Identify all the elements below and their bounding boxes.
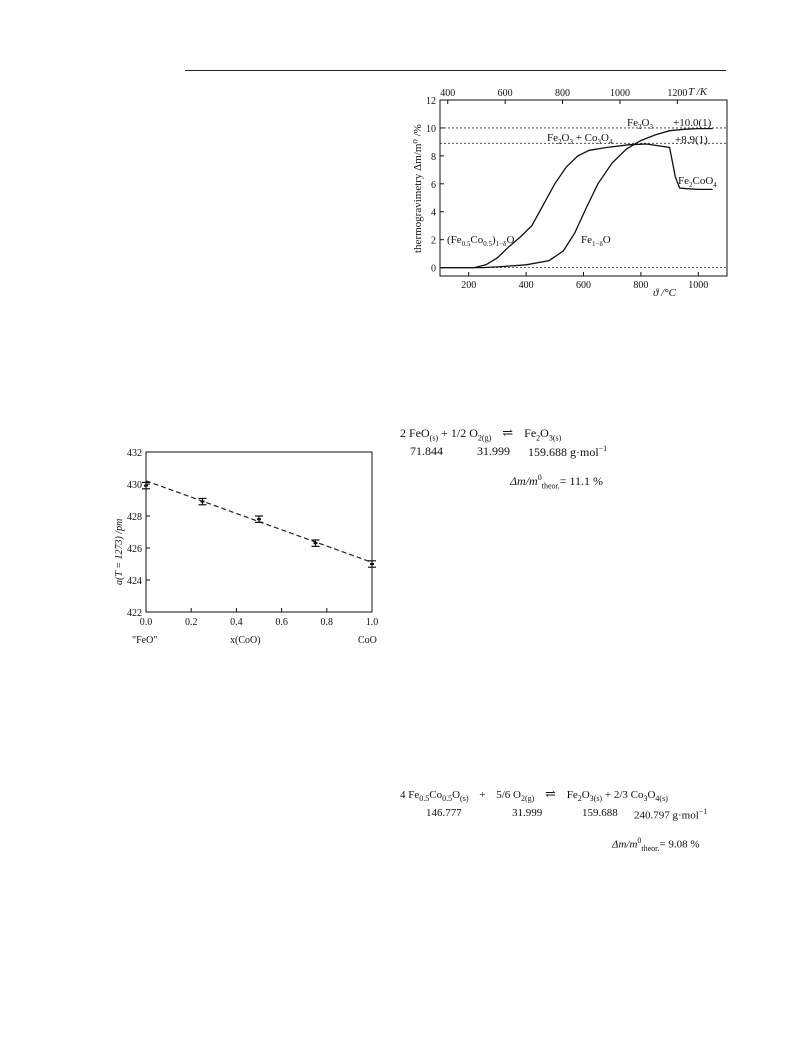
lattice-xtick-label: 0.4: [230, 617, 243, 628]
equation-1-mass-change: Δm/m0theor.= 11.1 %: [510, 473, 604, 491]
tga-xtick-label: 800: [633, 280, 648, 291]
tga-xtick-label: 400: [519, 280, 534, 291]
tga-series-line-2: [440, 127, 713, 269]
equation-2-mass-change: Δm/m0theor.= 9.08 %: [612, 836, 700, 853]
lattice-ytick-label: 424: [127, 576, 142, 587]
lattice-data-point: [313, 542, 318, 545]
lattice-ytick-label: 432: [127, 448, 142, 459]
tga-chart: 0 2 4 6 8 10 12 200 400 600 800 1000 400 600 800 1000 12…: [412, 86, 728, 299]
lattice-end-label-coo: CoO: [358, 635, 377, 646]
tga-x2tick-label: 1000: [610, 88, 630, 99]
lattice-end-label-feo: "FeO": [132, 635, 157, 646]
label-fe2o3: Fe2O3: [627, 117, 653, 131]
label-fe1do: Fe1−δO: [581, 234, 611, 248]
tga-ytick-label: 8: [431, 152, 436, 163]
lattice-xtick-label: 0.0: [140, 617, 153, 628]
tga-x2tick-label: 800: [555, 88, 570, 99]
equilibrium-arrow-icon: ⇌: [545, 786, 556, 801]
tga-ylabel: thermogravimetry Δm/m⁰ /%: [412, 124, 424, 253]
tga-x2tick-label: 1200: [667, 88, 687, 99]
equation-2: 4 Fe0.5Co0.5O(s) + 5/6 O2(g) ⇌ Fe2O3(s) …: [400, 786, 668, 804]
lattice-ytick-label: 430: [127, 480, 142, 491]
equilibrium-arrow-icon: ⇌: [502, 425, 514, 440]
lattice-ytick-label: 422: [127, 608, 142, 619]
tga-ytick-label: 2: [431, 236, 436, 247]
lattice-data-point: [144, 484, 148, 487]
tga-ytick-label: 6: [431, 180, 436, 191]
lattice-data-point: [257, 518, 261, 521]
tga-ytick-label: 4: [431, 208, 436, 219]
lattice-ytick-label: 428: [127, 512, 142, 523]
label-value-89: +8.9(1): [675, 134, 708, 146]
tga-x2label: T /K: [688, 86, 708, 98]
equation-1: 2 FeO(s) + 1/2 O2(g) ⇌ Fe2O3(s): [400, 425, 562, 443]
lattice-xtick-label: 0.6: [275, 617, 288, 628]
label-fe05co05o: (Fe0.5Co0.5)1−δO: [447, 234, 514, 248]
lattice-data-point: [200, 500, 205, 503]
tga-xtick-label: 1000: [688, 280, 708, 291]
lattice-data-point: [370, 563, 374, 565]
tga-xlabel: ϑ /°C: [653, 287, 677, 299]
header-rule: [185, 70, 726, 71]
tga-xtick-label: 200: [461, 280, 476, 291]
lattice-xlabel: x(CoO): [230, 635, 261, 646]
lattice-xtick-label: 0.8: [321, 617, 334, 628]
label-fe2o3-co3o4: Fe2O3 + Co3O4: [547, 132, 613, 146]
lattice-chart: 422 424 426 428 430 432 0.0 0.2 0.4 0.6 0.8 1.0 a(T…: [114, 448, 379, 646]
lattice-ytick-label: 426: [127, 544, 142, 555]
lattice-xtick-label: 1.0: [366, 617, 379, 628]
tga-x2tick-label: 400: [440, 88, 455, 99]
lattice-plot-frame: [145, 451, 373, 613]
label-fe2coo4: Fe2CoO4: [678, 175, 717, 189]
lattice-xtick-label: 0.2: [185, 617, 198, 628]
tga-ytick-label: 10: [426, 124, 436, 135]
tga-series-line-1: [440, 143, 713, 269]
tga-ytick-label: 12: [426, 96, 436, 107]
tga-x2tick-label: 600: [498, 88, 513, 99]
tga-ytick-label: 0: [431, 264, 436, 275]
tga-xtick-label: 600: [576, 280, 591, 291]
lattice-ylabel: a(T = 1273) /pm: [114, 519, 125, 585]
label-value-10: +10.0(1): [673, 117, 712, 129]
